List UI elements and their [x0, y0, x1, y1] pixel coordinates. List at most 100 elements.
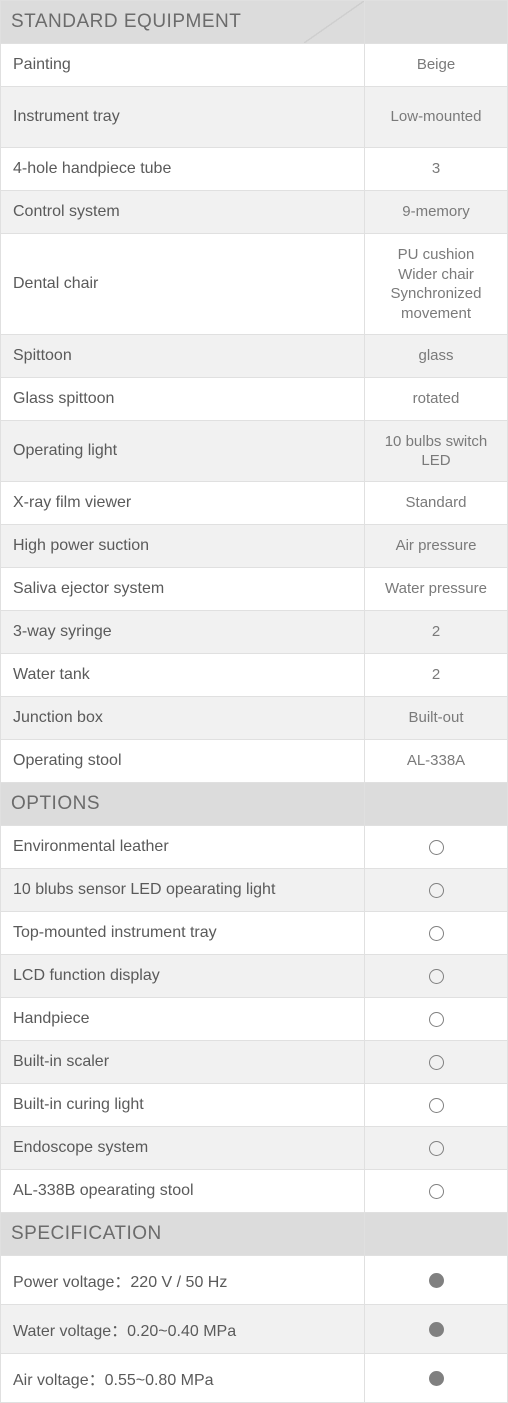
option-circle-icon — [429, 1184, 444, 1199]
spec-dot-icon — [429, 1273, 444, 1288]
option-circle-icon — [429, 926, 444, 941]
row-label: Handpiece — [0, 998, 365, 1040]
row-value: glass — [365, 335, 508, 377]
table-row: Built-in curing light — [0, 1084, 508, 1127]
spec-dot-icon — [429, 1322, 444, 1337]
row-value: 2 — [365, 611, 508, 653]
row-value — [365, 1127, 508, 1169]
option-circle-icon — [429, 1055, 444, 1070]
table-row: Glass spittoon rotated — [0, 378, 508, 421]
row-label: Operating light — [0, 421, 365, 481]
row-value: Built-out — [365, 697, 508, 739]
row-label: Water voltage：0.20~0.40 MPa — [0, 1305, 365, 1353]
section-title: STANDARD EQUIPMENT — [0, 1, 365, 43]
section-title: SPECIFICATION — [0, 1213, 365, 1255]
row-label: 3-way syringe — [0, 611, 365, 653]
section-title: OPTIONS — [0, 783, 365, 825]
row-value: 9-memory — [365, 191, 508, 233]
row-label: Painting — [0, 44, 365, 86]
row-value — [365, 1256, 508, 1304]
table-row: Saliva ejector system Water pressure — [0, 568, 508, 611]
row-value-text: PU cushion Wider chair Synchronized move… — [373, 245, 499, 323]
section-header-spacer — [365, 1, 508, 43]
table-row: 4-hole handpiece tube 3 — [0, 148, 508, 191]
row-label: Power voltage：220 V / 50 Hz — [0, 1256, 365, 1304]
section-header-options: OPTIONS — [0, 783, 508, 826]
option-circle-icon — [429, 969, 444, 984]
row-value — [365, 1041, 508, 1083]
row-label: Environmental leather — [0, 826, 365, 868]
row-value — [365, 826, 508, 868]
table-row: Water voltage：0.20~0.40 MPa — [0, 1305, 508, 1354]
row-value — [365, 1305, 508, 1353]
row-label: Operating stool — [0, 740, 365, 782]
row-label: High power suction — [0, 525, 365, 567]
row-label: Saliva ejector system — [0, 568, 365, 610]
option-circle-icon — [429, 1012, 444, 1027]
table-row: Power voltage：220 V / 50 Hz — [0, 1256, 508, 1305]
row-value — [365, 955, 508, 997]
row-label: Control system — [0, 191, 365, 233]
row-value: 10 bulbs switch LED — [365, 421, 508, 481]
table-row: Air voltage：0.55~0.80 MPa — [0, 1354, 508, 1403]
row-value: Water pressure — [365, 568, 508, 610]
row-label: LCD function display — [0, 955, 365, 997]
option-circle-icon — [429, 1098, 444, 1113]
row-label: Spittoon — [0, 335, 365, 377]
row-value — [365, 1084, 508, 1126]
row-label: Glass spittoon — [0, 378, 365, 420]
row-value — [365, 1354, 508, 1402]
row-value: 2 — [365, 654, 508, 696]
row-label: Instrument tray — [0, 87, 365, 147]
row-value — [365, 1170, 508, 1212]
table-row: Control system 9-memory — [0, 191, 508, 234]
section-header-spacer — [365, 1213, 508, 1255]
row-value: 3 — [365, 148, 508, 190]
table-row: Top-mounted instrument tray — [0, 912, 508, 955]
table-row: 10 blubs sensor LED opearating light — [0, 869, 508, 912]
table-row: Dental chair PU cushion Wider chair Sync… — [0, 234, 508, 335]
row-label: Dental chair — [0, 234, 365, 334]
row-label: AL-338B opearating stool — [0, 1170, 365, 1212]
row-value: Standard — [365, 482, 508, 524]
option-circle-icon — [429, 883, 444, 898]
row-label: Built-in curing light — [0, 1084, 365, 1126]
row-value — [365, 912, 508, 954]
row-label: 10 blubs sensor LED opearating light — [0, 869, 365, 911]
row-value — [365, 998, 508, 1040]
table-row: Environmental leather — [0, 826, 508, 869]
table-row: Endoscope system — [0, 1127, 508, 1170]
table-row: LCD function display — [0, 955, 508, 998]
spec-dot-icon — [429, 1371, 444, 1386]
row-value: rotated — [365, 378, 508, 420]
table-row: Water tank 2 — [0, 654, 508, 697]
row-value: Air pressure — [365, 525, 508, 567]
section-header-standard: STANDARD EQUIPMENT — [0, 0, 508, 44]
row-label: Endoscope system — [0, 1127, 365, 1169]
table-row: AL-338B opearating stool — [0, 1170, 508, 1213]
section-header-spacer — [365, 783, 508, 825]
spec-table: STANDARD EQUIPMENT Painting Beige Instru… — [0, 0, 508, 1403]
table-row: X-ray film viewer Standard — [0, 482, 508, 525]
row-value: PU cushion Wider chair Synchronized move… — [365, 234, 508, 334]
row-label: X-ray film viewer — [0, 482, 365, 524]
table-row: Built-in scaler — [0, 1041, 508, 1084]
row-value: Beige — [365, 44, 508, 86]
row-value: Low-mounted — [365, 87, 508, 147]
row-label: Water tank — [0, 654, 365, 696]
section-header-specification: SPECIFICATION — [0, 1213, 508, 1256]
table-row: Operating light 10 bulbs switch LED — [0, 421, 508, 482]
table-row: Handpiece — [0, 998, 508, 1041]
table-row: Painting Beige — [0, 44, 508, 87]
row-label: 4-hole handpiece tube — [0, 148, 365, 190]
table-row: Instrument tray Low-mounted — [0, 87, 508, 148]
row-label: Top-mounted instrument tray — [0, 912, 365, 954]
table-row: 3-way syringe 2 — [0, 611, 508, 654]
table-row: High power suction Air pressure — [0, 525, 508, 568]
table-row: Junction box Built-out — [0, 697, 508, 740]
row-label: Built-in scaler — [0, 1041, 365, 1083]
option-circle-icon — [429, 1141, 444, 1156]
row-value — [365, 869, 508, 911]
row-value: AL-338A — [365, 740, 508, 782]
table-row: Spittoon glass — [0, 335, 508, 378]
